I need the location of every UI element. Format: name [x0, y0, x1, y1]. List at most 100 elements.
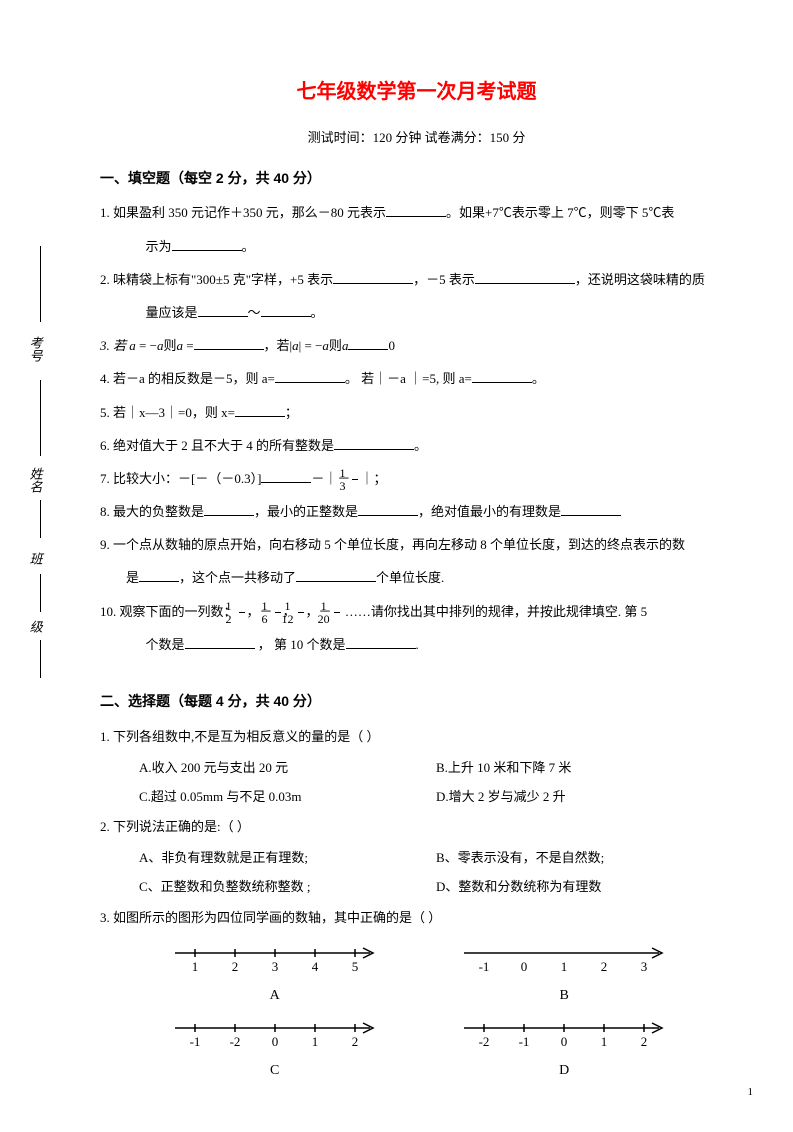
q2: 2. 味精袋上标有"300±5 克"字样，+5 表示 ，－5 表示 ，还说明这袋味精…: [100, 264, 733, 295]
svg-text:2: 2: [351, 1034, 358, 1049]
page-number: 1: [748, 1080, 754, 1104]
blank[interactable]: [139, 568, 179, 582]
svg-text:2: 2: [641, 1034, 648, 1049]
q3-text-c: 0: [388, 338, 395, 353]
blank[interactable]: [386, 203, 446, 217]
s2q1-optB[interactable]: B.上升 10 米和下降 7 米: [436, 754, 733, 783]
blank[interactable]: [204, 502, 254, 516]
q6-text-b: 。: [414, 438, 427, 453]
q2-text-d: 量应该是: [146, 305, 198, 320]
s2q2: 2. 下列说法正确的是:（ ）: [100, 811, 733, 842]
blank[interactable]: [333, 270, 413, 284]
q4-text-c: 。: [532, 371, 545, 386]
svg-text:-1: -1: [189, 1034, 200, 1049]
fraction-1-6: 16: [275, 600, 281, 625]
q1-text-c: 示为: [146, 239, 172, 254]
numberline-C-svg: -1 -2 0 1 2: [165, 1018, 385, 1050]
exam-title: 七年级数学第一次月考试题: [100, 70, 733, 114]
q8-text-c: ，绝对值最小的有理数是: [418, 504, 561, 519]
q8-text-a: 8. 最大的负整数是: [100, 504, 204, 519]
blank[interactable]: [346, 635, 416, 649]
blank[interactable]: [475, 270, 575, 284]
section1-header: 一、填空题（每空 2 分，共 40 分）: [100, 163, 733, 194]
q2-text-a: 2. 味精袋上标有"300±5 克"字样，+5 表示: [100, 272, 333, 287]
q9-text-d: 个单位长度.: [376, 570, 444, 585]
s2q2-optC[interactable]: C、正整数和负整数统称整数 ;: [139, 873, 436, 902]
page-content: 七年级数学第一次月考试题 测试时间：120 分钟 试卷满分：150 分 一、填空…: [0, 0, 793, 1132]
q9-text-c: ，这个点一共移动了: [179, 570, 296, 585]
q1: 1. 如果盈利 350 元记作＋350 元，那么－80 元表示。如果+7℃表示零…: [100, 197, 733, 228]
svg-text:1: 1: [561, 959, 568, 974]
blank[interactable]: [472, 369, 532, 383]
blank[interactable]: [194, 336, 264, 350]
blank[interactable]: [275, 369, 345, 383]
q2-text-f: 。: [311, 305, 324, 320]
fraction-1-20: 120: [334, 600, 340, 625]
svg-text:3: 3: [641, 959, 648, 974]
section2-header: 二、选择题（每题 4 分，共 40 分）: [100, 686, 733, 717]
q10-text-g: ， 第 10 个数是: [255, 637, 346, 652]
q2-text-b: ，－5 表示: [413, 272, 475, 287]
svg-text:-2: -2: [229, 1034, 240, 1049]
numberline-B-letter: B: [419, 981, 708, 1012]
blank[interactable]: [358, 502, 418, 516]
q5-text-a: 5. 若｜x—3｜=0，则 x=: [100, 405, 235, 420]
s2q1: 1. 下列各组数中,不是互为相反意义的量的是（ ）: [100, 721, 733, 752]
q7-text-a: 7. 比较大小：－[－（－0.3）]: [100, 471, 261, 486]
blank[interactable]: [185, 635, 255, 649]
fraction-1-12: 112: [298, 600, 304, 625]
q8: 8. 最大的负整数是，最小的正整数是，绝对值最小的有理数是: [100, 496, 733, 527]
s2q2-optA[interactable]: A、非负有理数就是正有理数;: [139, 844, 436, 873]
q10-text-e: ……请你找出其中排列的规律，并按此规律填空. 第 5: [342, 604, 648, 619]
q10-text-h: .: [416, 637, 419, 652]
q7-text-c: ｜；: [360, 471, 386, 486]
q2-text-c: ，还说明这袋味精的质: [575, 272, 705, 287]
q3: 3. 若 a = −a则a =，若|a| = −a则a0: [100, 330, 733, 361]
s2q2-optB[interactable]: B、零表示没有，不是自然数;: [436, 844, 733, 873]
s2q1-optC[interactable]: C.超过 0.05mm 与不足 0.03m: [139, 783, 436, 812]
s2q2-optD[interactable]: D、整数和分数统称为有理数: [436, 873, 733, 902]
numberline-D[interactable]: -2-1012 D: [419, 1018, 708, 1087]
svg-text:2: 2: [601, 959, 608, 974]
exam-subtitle: 测试时间：120 分钟 试卷满分：150 分: [100, 124, 733, 153]
svg-text:-1: -1: [479, 959, 490, 974]
svg-text:0: 0: [271, 1034, 278, 1049]
q7: 7. 比较大小：－[－（－0.3）]－｜－13｜；: [100, 463, 733, 494]
blank[interactable]: [261, 469, 311, 483]
s2q2-options2: C、正整数和负整数统称整数 ; D、整数和分数统称为有理数: [100, 873, 733, 902]
numberline-A[interactable]: 12345 A: [130, 943, 419, 1012]
s2q1-optD[interactable]: D.增大 2 岁与减少 2 升: [436, 783, 733, 812]
fraction-1-3: 13: [352, 467, 358, 492]
numberline-A-svg: 12345: [165, 943, 385, 975]
fraction-1-2: 12: [239, 600, 245, 625]
numberline-B-svg: -10123: [454, 943, 674, 975]
blank[interactable]: [348, 336, 388, 350]
numberline-C[interactable]: -1-2012 C: [130, 1018, 419, 1087]
numberline-D-svg: -2-1012: [454, 1018, 674, 1050]
blank[interactable]: [172, 237, 242, 251]
blank[interactable]: [198, 303, 248, 317]
q9-text-a: 9. 一个点从数轴的原点开始，向右移动 5 个单位长度，再向左移动 8 个单位长…: [100, 537, 685, 552]
q6-text-a: 6. 绝对值大于 2 且不大于 4 的所有整数是: [100, 438, 334, 453]
q1-text-b: 。如果+7℃表示零上 7℃，则零下 5℃表: [446, 205, 674, 220]
blank[interactable]: [296, 568, 376, 582]
q10-cont: 个数是 ， 第 10 个数是.: [100, 629, 733, 660]
s2q1-optA[interactable]: A.收入 200 元与支出 20 元: [139, 754, 436, 783]
q2-cont: 量应该是～。: [100, 297, 733, 328]
svg-text:1: 1: [191, 959, 198, 974]
svg-text:1: 1: [311, 1034, 318, 1049]
numberline-B[interactable]: -10123 B: [419, 943, 708, 1012]
q1-text-d: 。: [242, 239, 255, 254]
q1-cont: 示为 。: [100, 231, 733, 262]
blank[interactable]: [334, 436, 414, 450]
numberline-A-letter: A: [130, 981, 419, 1012]
blank[interactable]: [561, 502, 621, 516]
blank[interactable]: [235, 403, 285, 417]
q9-cont: 是，这个点一共移动了个单位长度.: [100, 562, 733, 593]
blank[interactable]: [261, 303, 311, 317]
svg-text:3: 3: [271, 959, 278, 974]
q10-text-a: 10. 观察下面的一列数：: [100, 604, 237, 619]
svg-text:4: 4: [311, 959, 318, 974]
q3-text-a: 3. 若 a = −a则a =: [100, 338, 194, 353]
q6: 6. 绝对值大于 2 且不大于 4 的所有整数是 。: [100, 430, 733, 461]
